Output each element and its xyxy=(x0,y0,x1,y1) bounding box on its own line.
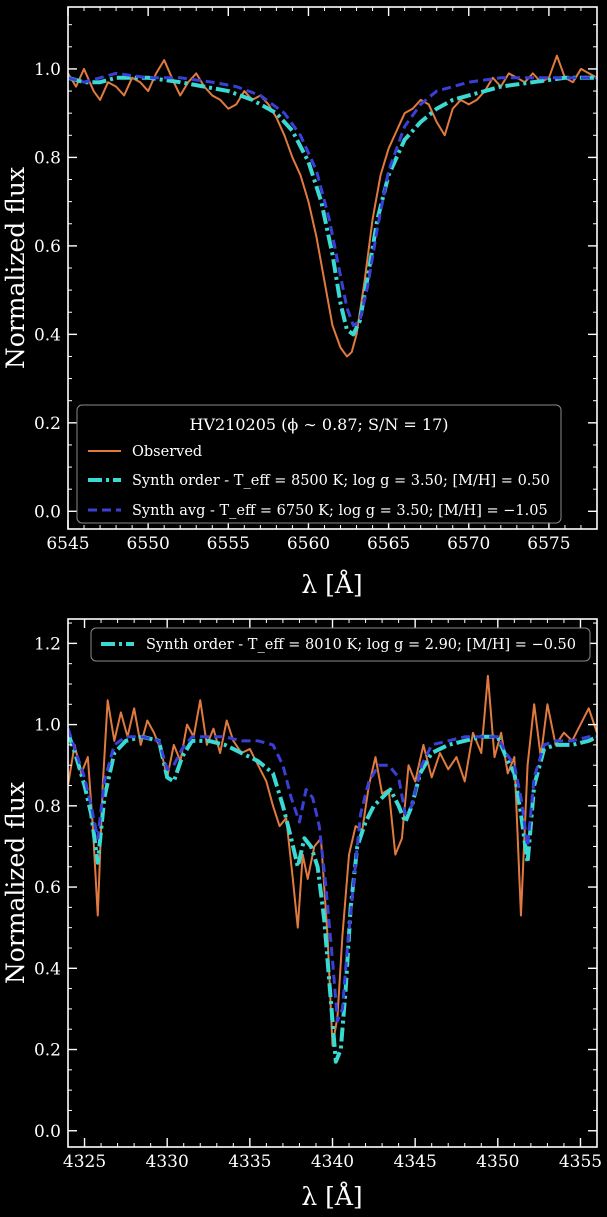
bottom-panel-x-axis-label: λ [Å] xyxy=(301,1181,362,1211)
y-tick-label: 0.6 xyxy=(34,237,61,257)
x-tick-label: 6570 xyxy=(447,534,490,554)
y-tick-label: 1.0 xyxy=(34,60,61,80)
y-tick-label: 0.8 xyxy=(34,797,61,817)
y-tick-label: 1.2 xyxy=(34,634,61,654)
legend-label-synth-order: Synth order - T_eff = 8500 K; log g = 3.… xyxy=(132,473,550,489)
x-tick-label: 4325 xyxy=(63,1152,106,1172)
bottom-panel-legend: Synth order - T_eff = 8010 K; log g = 2.… xyxy=(90,627,591,662)
bottom-panel-ticks: 4325 4330 4335 4340 4345 4350 4355 0.0 0.2 0.4 0.6… xyxy=(34,619,602,1172)
x-tick-label: 4330 xyxy=(146,1152,189,1172)
top-panel-series xyxy=(68,54,597,358)
x-tick-label: 4335 xyxy=(228,1152,271,1172)
x-tick-label: 6545 xyxy=(46,534,89,554)
y-tick-label: 0.0 xyxy=(34,502,61,522)
y-tick-label: 0.4 xyxy=(34,959,61,979)
legend-label-observed: Observed xyxy=(132,444,202,460)
x-tick-label: 6555 xyxy=(207,534,250,554)
y-tick-label: 0.0 xyxy=(34,1122,61,1142)
top-panel-ticks: 6545 6550 6555 6560 6565 6570 6575 0.0 0.2 0.4 0.6… xyxy=(34,7,598,554)
top-panel-legend-box xyxy=(76,404,562,524)
y-tick-label: 0.2 xyxy=(34,1041,61,1061)
legend-label-synth-order-2: Synth order - T_eff = 8010 K; log g = 2.… xyxy=(146,637,576,653)
legend-label-synth-avg: Synth avg - T_eff = 6750 K; log g = 3.50… xyxy=(132,503,548,519)
y-tick-label: 0.4 xyxy=(34,325,61,345)
x-tick-label: 4350 xyxy=(476,1152,519,1172)
bottom-panel-y-axis-label: Normalized flux xyxy=(1,782,30,984)
top-panel-y-axis-label: Normalized flux xyxy=(1,167,30,369)
x-tick-label: 6550 xyxy=(127,534,170,554)
y-tick-label: 0.6 xyxy=(34,878,61,898)
series-synth-avg-line xyxy=(68,728,597,1023)
bottom-panel-legend-box xyxy=(90,627,591,662)
series-synth-avg-line xyxy=(68,71,597,328)
series-synth-order-line xyxy=(68,75,597,337)
series-observed-line xyxy=(68,54,597,358)
y-tick-label: 0.2 xyxy=(34,414,61,434)
x-tick-label: 4345 xyxy=(394,1152,437,1172)
top-panel-legend-title: HV210205 (ϕ ∼ 0.87; S/N = 17) xyxy=(189,415,448,434)
x-tick-label: 6560 xyxy=(287,534,330,554)
y-tick-label: 1.0 xyxy=(34,716,61,736)
bottom-panel-series xyxy=(68,674,597,1064)
bottom-panel: 4325 4330 4335 4340 4345 4350 4355 0.0 0.2 0.4 0.6… xyxy=(1,618,602,1211)
x-tick-label: 4340 xyxy=(311,1152,354,1172)
x-tick-label: 6565 xyxy=(367,534,410,554)
top-panel: 6545 6550 6555 6560 6565 6570 6575 0.0 0.2 0.4 0.6… xyxy=(1,6,598,599)
x-tick-label: 6575 xyxy=(527,534,570,554)
top-panel-x-axis-label: λ [Å] xyxy=(301,569,362,599)
x-tick-label: 4355 xyxy=(559,1152,602,1172)
top-panel-legend: HV210205 (ϕ ∼ 0.87; S/N = 17) Observed S… xyxy=(76,404,562,524)
y-tick-label: 0.8 xyxy=(34,148,61,168)
